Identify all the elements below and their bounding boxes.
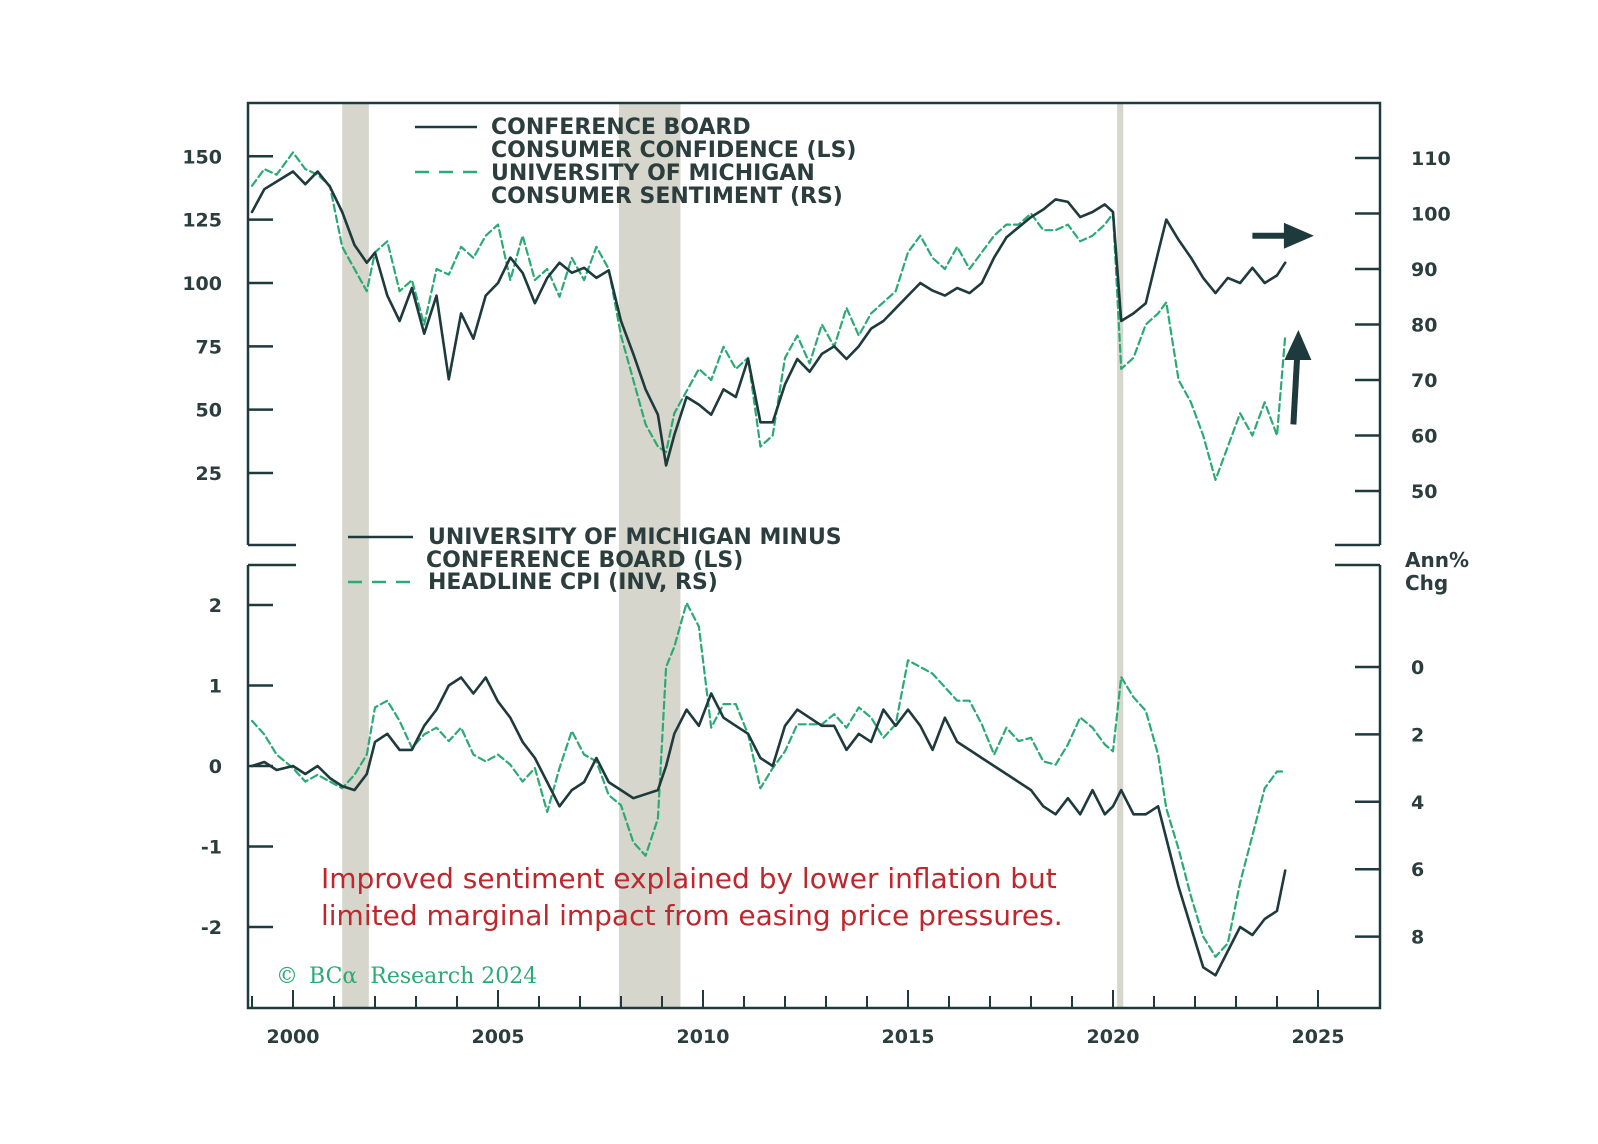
x-tick-label-2025: 2025: [1292, 1026, 1345, 1048]
arrow-right-head: [1283, 222, 1314, 249]
series-headline-cpi: [250, 601, 1287, 958]
top-right-tick-label-70: 70: [1411, 370, 1437, 392]
legend-label-michigan-sentiment-2: CONSUMER SENTIMENT (RS): [491, 184, 843, 209]
recession-band-1: [618, 103, 681, 1008]
bottom-right-tick-label-0: 0: [1411, 657, 1424, 679]
x-tick-label-2000: 2000: [267, 1026, 320, 1048]
top-legend: CONFERENCE BOARD CONSUMER CONFIDENCE (LS…: [415, 115, 856, 209]
copyright-credit: © BCα Research 2024: [276, 964, 537, 989]
credit-brand-alpha: α: [342, 964, 357, 989]
top-right-tick-label-60: 60: [1411, 426, 1437, 448]
top-right-tick-label-100: 100: [1411, 204, 1451, 226]
annotation-line-2: limited marginal impact from easing pric…: [321, 899, 1063, 932]
arrow-up-head: [1284, 330, 1312, 361]
bottom-right-tick-label-4: 4: [1411, 792, 1424, 814]
top-right-tick-label-90: 90: [1411, 259, 1437, 281]
recession-band-2: [1117, 103, 1124, 1008]
top-left-tick-label-150: 150: [182, 146, 222, 168]
bottom-left-tick-label-2: 2: [209, 595, 222, 617]
credit-brand: BC: [309, 964, 342, 989]
legend-label-conference-board-1: CONFERENCE BOARD: [491, 115, 751, 140]
bottom-right-tick-label-2: 2: [1411, 724, 1424, 746]
top-left-tick-label-75: 75: [196, 336, 222, 358]
bottom-right-tick-label-6: 6: [1411, 859, 1424, 881]
series-michigan-sentiment: [250, 151, 1287, 481]
legend-label-michigan-minus-cb-2: CONFERENCE BOARD (LS): [426, 548, 743, 573]
legend-label-michigan-minus-cb-1: UNIVERSITY OF MICHIGAN MINUS: [428, 525, 842, 550]
top-right-tick-label-110: 110: [1411, 148, 1451, 170]
arrow-up-shaft: [1290, 351, 1301, 425]
x-tick-label-2015: 2015: [882, 1026, 935, 1048]
legend-label-headline-cpi: HEADLINE CPI (INV, RS): [428, 570, 718, 595]
bottom-legend: UNIVERSITY OF MICHIGAN MINUS CONFERENCE …: [348, 525, 842, 595]
legend-label-michigan-sentiment-1: UNIVERSITY OF MICHIGAN: [491, 161, 815, 186]
bottom-left-tick-label-0: 0: [209, 756, 222, 778]
series-michigan-minus-cb: [250, 676, 1287, 977]
top-left-tick-label-50: 50: [196, 400, 222, 422]
direction-arrows: [1252, 222, 1314, 425]
recession-bands: [342, 103, 1124, 1008]
top-left-tick-label-25: 25: [196, 463, 222, 485]
bottom-left-tick-label-1: 1: [209, 676, 222, 698]
x-tick-label-2005: 2005: [472, 1026, 525, 1048]
copyright-symbol: ©: [276, 964, 298, 989]
legend-label-conference-board-2: CONSUMER CONFIDENCE (LS): [491, 138, 856, 163]
bottom-panel-frame: [246, 565, 1382, 1010]
bottom-right-tick-label-8: 8: [1411, 927, 1424, 949]
bottom-right-axis-unit-1: Ann%: [1405, 548, 1469, 572]
axes-and-ticks: 150 125 100 75 50 25 110 100 90 80 70 60 50 2 1 0 -1 -2 0 2…: [182, 101, 1451, 1048]
credit-rest: Research 2024: [370, 964, 537, 989]
series-conference-board: [250, 170, 1287, 467]
bottom-left-tick-label--1: -1: [201, 837, 222, 859]
bottom-right-axis-unit-2: Chg: [1405, 571, 1448, 595]
x-tick-label-2010: 2010: [677, 1026, 730, 1048]
top-left-tick-label-100: 100: [182, 273, 222, 295]
bottom-left-tick-label--2: -2: [201, 917, 222, 939]
top-right-tick-label-50: 50: [1411, 481, 1437, 503]
x-tick-label-2020: 2020: [1087, 1026, 1140, 1048]
top-left-tick-label-125: 125: [182, 210, 222, 232]
top-right-tick-label-80: 80: [1411, 315, 1437, 337]
series-lines: [250, 151, 1287, 977]
annotation-line-1: Improved sentiment explained by lower in…: [321, 862, 1057, 895]
